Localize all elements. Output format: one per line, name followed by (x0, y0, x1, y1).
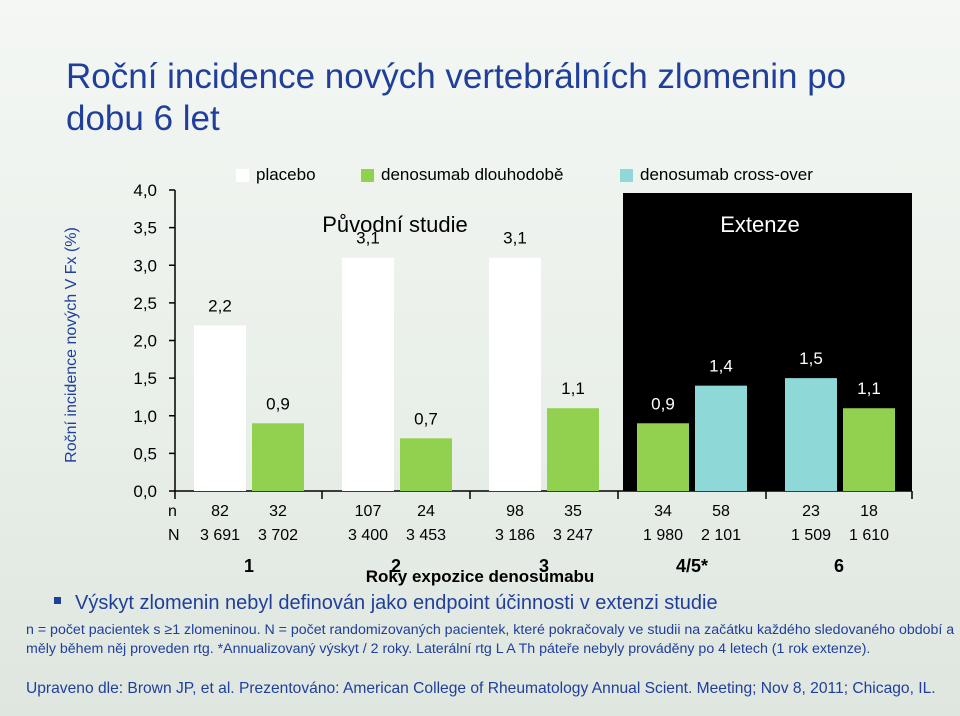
bar-denosumab-long-term-5 (843, 408, 895, 491)
legend-swatch-denosumab-cross-over (620, 168, 633, 182)
n-value: 34 (654, 503, 672, 520)
y-tick-label: 0,0 (133, 482, 157, 501)
legend-label-denosumab-long-term: denosumab dlouhodobě (381, 165, 564, 184)
footer-bullet-text: Výskyt zlomenin nebyl definován jako end… (75, 592, 718, 614)
category-label: 3 (539, 556, 549, 576)
y-tick-label: 3,5 (133, 219, 157, 238)
x-axis-title: Roky expozice denosumabu (366, 567, 595, 586)
legend-item-denosumab-long-term: denosumab dlouhodobě (361, 165, 563, 185)
bar-placebo-2 (342, 257, 394, 491)
bars (194, 257, 895, 491)
n-value: 35 (564, 503, 582, 520)
n-value: 32 (269, 503, 287, 520)
legend-swatch-denosumab-long-term (361, 168, 374, 182)
row-label-n: n (168, 503, 177, 520)
y-tick-label: 1,5 (133, 369, 157, 388)
bullet-marker (54, 597, 61, 605)
bar-value-label: 1,1 (857, 379, 881, 398)
bar-placebo-3 (489, 257, 541, 491)
category-label: 4/5* (676, 556, 708, 576)
n-value: 58 (712, 503, 730, 520)
n-value: 82 (211, 503, 229, 520)
bar-value-label: 2,2 (208, 296, 232, 315)
y-tick-label: 0,5 (133, 444, 157, 463)
bar-denosumab-long-term-2 (400, 438, 452, 491)
x-axis-ticks (174, 491, 913, 499)
bar-value-label: 1,4 (709, 357, 733, 376)
category-label: 2 (391, 556, 401, 576)
y-tick-label: 2,0 (133, 332, 157, 351)
legend-item-placebo: placebo (236, 165, 316, 185)
N-value: 1 509 (791, 527, 831, 544)
y-tick-label: 4,0 (133, 181, 157, 200)
page-title: Roční incidence nových vertebrálních zlo… (66, 57, 847, 138)
bar-value-label: 0,7 (414, 409, 438, 428)
N-value: 3 702 (258, 527, 298, 544)
footnote: n = počet pacientek s ≥1 zlomeninou. N =… (26, 622, 955, 657)
n-value: 23 (802, 503, 820, 520)
bar-placebo-1 (194, 325, 246, 491)
y-tick-label: 3,0 (133, 256, 157, 275)
category-label: 1 (244, 556, 254, 576)
N-value: 3 691 (200, 527, 240, 544)
bar-denosumab-long-term-4 (637, 423, 689, 491)
N-value: 3 186 (495, 527, 535, 544)
bar-value-label: 1,5 (799, 349, 823, 368)
n-value: 18 (860, 503, 878, 520)
N-value: 2 101 (701, 527, 741, 544)
N-value: 1 610 (849, 527, 889, 544)
bar-denosumab-long-term-3 (547, 408, 599, 491)
legend-label-denosumab-cross-over: denosumab cross-over (640, 165, 813, 184)
legend-swatch-placebo (236, 168, 249, 182)
footer-bullet: Výskyt zlomenin nebyl definován jako end… (54, 592, 718, 615)
N-value: 3 453 (406, 527, 446, 544)
N-value: 3 247 (553, 527, 593, 544)
y-tick-label: 1,0 (133, 407, 157, 426)
category-label: 6 (834, 556, 844, 576)
bar-chart: 0,0 0,5 1,0 1,5 2,0 2,5 3,0 3,5 4,0 Původní stud… (133, 181, 913, 586)
bar-denosumab-long-term-1 (252, 423, 304, 491)
row-label-N: N (168, 527, 180, 544)
N-value: 3 400 (348, 527, 388, 544)
category-labels: 1 2 3 4/5* 6 (244, 556, 844, 576)
bar-value-label: 0,9 (651, 394, 675, 413)
bar-denosumab-cross-over-4 (695, 385, 747, 491)
n-value: 107 (355, 503, 382, 520)
N-value: 1 980 (643, 527, 683, 544)
bar-value-label: 1,1 (561, 379, 585, 398)
n-value: 24 (417, 503, 435, 520)
bar-value-label: 0,9 (266, 394, 290, 413)
legend-label-placebo: placebo (256, 165, 316, 184)
bar-denosumab-cross-over-5 (785, 378, 837, 491)
section-label-original: Původní studie (322, 212, 468, 237)
n-counts: 82 3 691 32 3 702 107 3 400 24 3 453 98 3 186 35 3 … (200, 503, 889, 544)
source-citation: Upraveno dle: Brown JP, et al. Prezentov… (26, 680, 936, 697)
y-axis: 0,0 0,5 1,0 1,5 2,0 2,5 3,0 3,5 4,0 (133, 181, 176, 501)
bar-value-label: 3,1 (356, 229, 380, 248)
bar-value-label: 3,1 (503, 229, 527, 248)
n-value: 98 (506, 503, 524, 520)
section-label-extension: Extenze (720, 212, 800, 237)
legend-item-denosumab-cross-over: denosumab cross-over (620, 165, 813, 185)
y-tick-label: 2,5 (133, 294, 157, 313)
bar-value-labels: 2,2 0,9 3,1 0,7 3,1 1,1 0,9 1,4 1,5 1,1 (208, 229, 881, 429)
